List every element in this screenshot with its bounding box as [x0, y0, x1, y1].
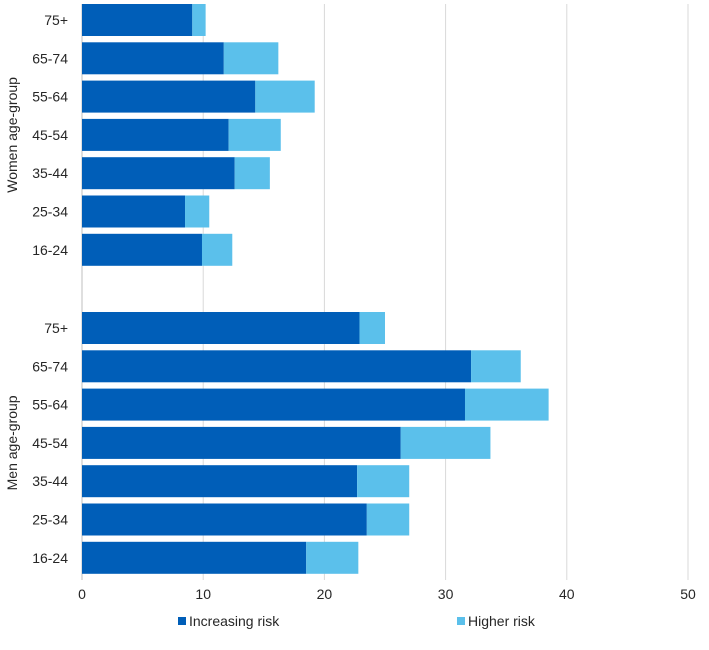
category-label: 35-44: [32, 165, 68, 181]
bar-increasing-risk-men-45-54: [82, 426, 401, 459]
x-tick-label: 30: [438, 586, 454, 602]
bar-increasing-risk-women-65-74: [82, 42, 224, 75]
category-label: 55-64: [32, 89, 68, 105]
category-label: 16-24: [32, 242, 68, 258]
bar-higher-risk-men-25-34: [366, 503, 410, 536]
category-label: 25-34: [32, 204, 68, 220]
category-label: 65-74: [32, 358, 68, 374]
bar-higher-risk-women-45-54: [228, 118, 281, 151]
group-labels: Women age-group Men age-group: [4, 77, 20, 491]
bar-higher-risk-women-25-34: [185, 195, 210, 228]
legend-swatch: [178, 617, 186, 625]
group-label: Men age-group: [4, 395, 20, 490]
x-tick-label: 10: [195, 586, 211, 602]
legend-label: Higher risk: [468, 613, 536, 629]
category-label: 75+: [44, 12, 68, 28]
bar-increasing-risk-women-45-54: [82, 118, 229, 151]
x-tick-label: 0: [78, 586, 86, 602]
legend: Increasing risk Higher risk: [178, 613, 536, 629]
category-label: 35-44: [32, 473, 68, 489]
bar-increasing-risk-men-75+: [82, 312, 360, 344]
bar-increasing-risk-women-16-24: [82, 233, 202, 266]
x-tick-label: 50: [680, 586, 696, 602]
group-label: Women age-group: [4, 77, 20, 193]
bar-higher-risk-women-16-24: [201, 233, 233, 266]
category-label: 75+: [44, 320, 68, 336]
category-label: 55-64: [32, 397, 68, 413]
bar-higher-risk-women-55-64: [255, 80, 315, 113]
bar-higher-risk-men-45-54: [400, 426, 491, 459]
bar-higher-risk-men-35-44: [357, 465, 410, 498]
category-label: 65-74: [32, 50, 68, 66]
bars: [82, 4, 549, 574]
bar-higher-risk-men-16-24: [306, 541, 359, 574]
bar-higher-risk-women-75+: [192, 4, 206, 36]
legend-swatch: [457, 617, 465, 625]
bar-increasing-risk-men-16-24: [82, 541, 307, 574]
category-labels: 75+ 65-74 55-64 45-54 35-44 25-34 16-24 75+ 65-7…: [32, 12, 68, 566]
legend-label: Increasing risk: [189, 613, 280, 629]
bar-higher-risk-men-65-74: [471, 350, 521, 383]
category-label: 25-34: [32, 512, 68, 528]
category-label: 16-24: [32, 550, 68, 566]
bar-increasing-risk-men-65-74: [82, 350, 472, 383]
x-tick-label: 20: [317, 586, 333, 602]
x-axis-ticks: 0 10 20 30 40 50: [78, 586, 696, 602]
bar-higher-risk-men-55-64: [464, 388, 549, 421]
bar-increasing-risk-women-75+: [82, 4, 193, 36]
bar-increasing-risk-women-35-44: [82, 157, 235, 190]
bar-increasing-risk-men-35-44: [82, 465, 358, 498]
category-label: 45-54: [32, 435, 68, 451]
x-tick-label: 40: [559, 586, 575, 602]
category-label: 45-54: [32, 127, 68, 143]
bar-higher-risk-women-35-44: [234, 157, 270, 190]
bar-higher-risk-women-65-74: [223, 42, 279, 75]
bar-increasing-risk-women-55-64: [82, 80, 256, 113]
bar-increasing-risk-women-25-34: [82, 195, 186, 228]
bar-increasing-risk-men-25-34: [82, 503, 367, 536]
bar-increasing-risk-men-55-64: [82, 388, 465, 421]
bar-higher-risk-men-75+: [359, 312, 385, 344]
